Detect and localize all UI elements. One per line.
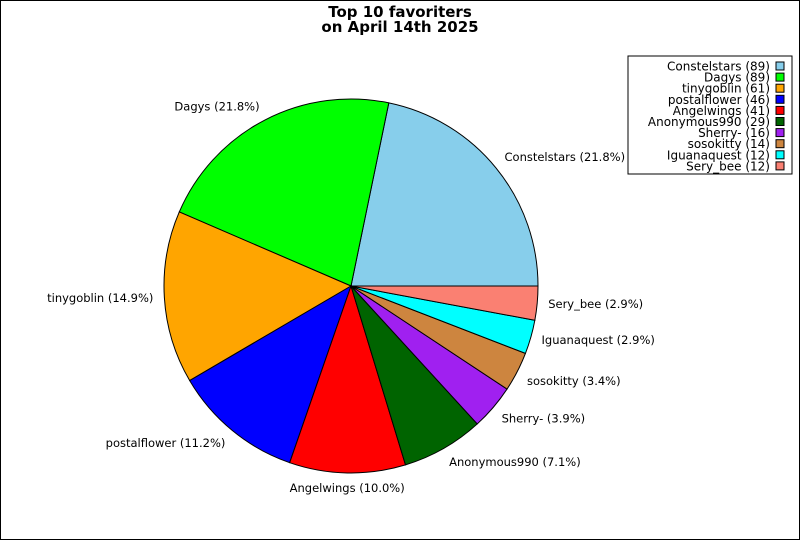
legend-swatch-iguanaquest <box>775 150 785 160</box>
legend-box <box>627 55 793 175</box>
slice-label-constelstars: Constelstars (21.8%) <box>505 150 626 164</box>
legend-label-dagys: Dagys (89) <box>704 71 770 85</box>
legend: Constelstars (89)Dagys (89)tinygoblin (6… <box>627 55 793 175</box>
slice-label-tinygoblin: tinygoblin (14.9%) <box>47 291 153 305</box>
legend-swatch-tinygoblin <box>775 83 785 93</box>
legend-label-angelwings: Angelwings (41) <box>673 104 770 118</box>
slice-label-sherry: Sherry- (3.9%) <box>502 412 586 426</box>
legend-swatch-sery-bee <box>775 161 785 171</box>
legend-swatch-angelwings <box>775 105 785 115</box>
legend-swatch-dagys <box>775 72 785 82</box>
slice-label-anonymous990: Anonymous990 (7.1%) <box>449 455 581 469</box>
legend-swatch-postalflower <box>775 94 785 104</box>
slice-labels: Constelstars (21.8%) Dagys (21.8%) tinygob… <box>47 99 655 495</box>
pie-slice-angelwings <box>289 284 407 474</box>
legend-swatch-sosokitty <box>775 139 785 149</box>
slice-label-angelwings: Angelwings (10.0%) <box>290 481 405 495</box>
legend-label-anonymous990: Anonymous990 (29) <box>648 115 770 129</box>
legend-label-sherry: Sherry- (16) <box>698 126 770 140</box>
legend-label-postalflower: postalflower (46) <box>668 93 770 107</box>
pie-slice-tinygoblin <box>163 211 353 382</box>
legend-swatch-sherry <box>775 128 785 138</box>
legend-swatch-constelstars <box>775 61 785 71</box>
pie-slice-postalflower <box>188 284 352 464</box>
slice-label-sosokitty: sosokitty (3.4%) <box>527 374 621 388</box>
legend-label-iguanaquest: Iguanaquest (12) <box>667 148 770 162</box>
legend-label-sery-bee: Sery_bee (12) <box>686 159 770 173</box>
legend-swatch-anonymous990 <box>775 117 785 126</box>
slice-label-iguanaquest: Iguanaquest (2.9%) <box>542 333 655 347</box>
slice-label-sery-bee: Sery_bee (2.9%) <box>548 297 643 311</box>
chart-title-line-1: Top 10 favoriters <box>328 3 472 21</box>
legend-label-sosokitty: sosokitty (14) <box>688 137 770 151</box>
slice-label-postalflower: postalflower (11.2%) <box>106 436 226 450</box>
pie-slices <box>163 98 539 474</box>
pie-slice-dagys <box>178 98 390 287</box>
legend-label-tinygoblin: tinygoblin (61) <box>682 82 770 96</box>
legend-label-constelstars: Constelstars (89) <box>667 60 770 74</box>
chart-title-line-2: on April 14th 2025 <box>321 18 478 36</box>
slice-label-dagys: Dagys (21.8%) <box>174 99 259 113</box>
pie-slice-sery-bee <box>350 285 539 321</box>
pie-slice-constelstars <box>350 102 539 287</box>
